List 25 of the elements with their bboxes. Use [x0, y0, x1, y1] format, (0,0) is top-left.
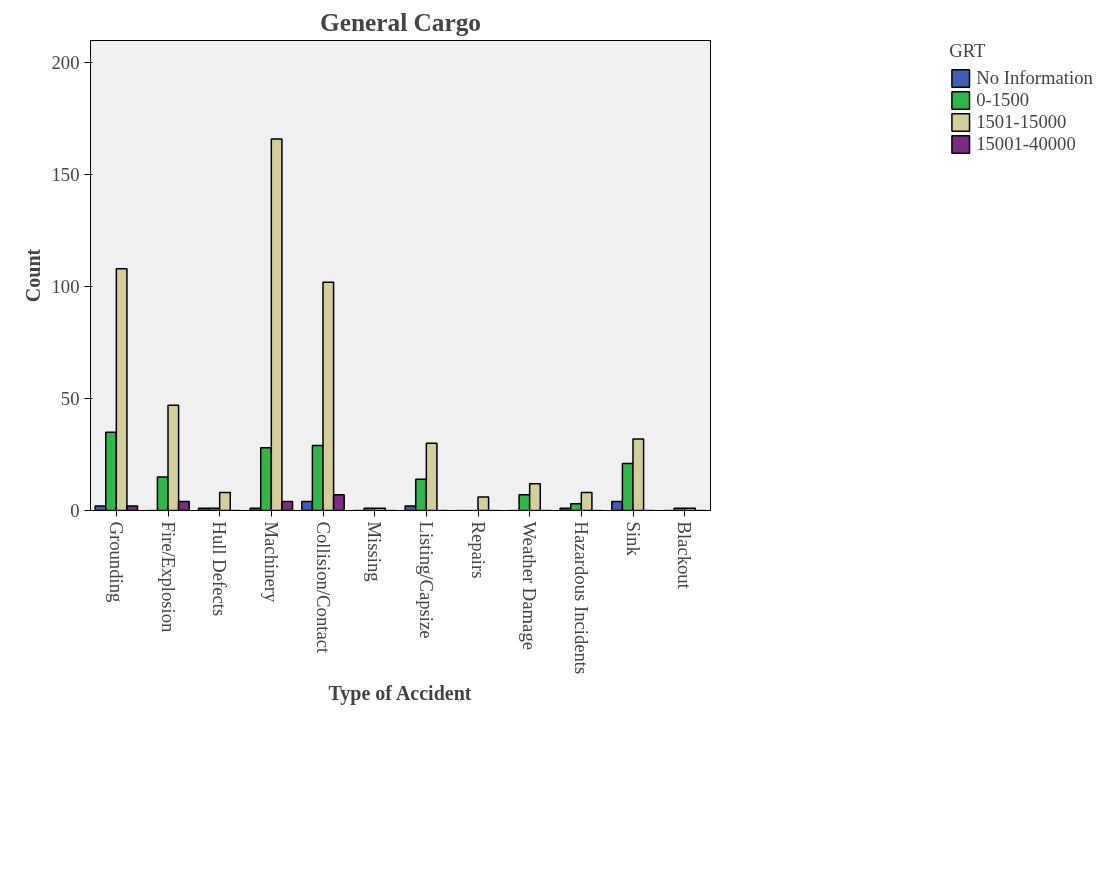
- x-tick-label: Fire/Explosion: [157, 521, 179, 634]
- y-tick-label: 100: [51, 276, 80, 298]
- x-tick-label: Grounding: [105, 521, 127, 603]
- x-tick-label: Repairs: [467, 521, 489, 579]
- x-tick-label: Missing: [364, 521, 386, 582]
- x-tick-label: Machinery: [260, 521, 282, 603]
- legend-label: 0-1500: [976, 89, 1030, 111]
- y-tick-label: 0: [70, 500, 80, 521]
- x-tick-label: Collision/Contact: [312, 521, 334, 654]
- x-tick-label: Hazardous Incidents: [570, 521, 592, 675]
- y-tick-label: 50: [60, 388, 80, 410]
- x-tick-label: Hull Defects: [209, 521, 231, 617]
- x-tick-label: Sink: [622, 521, 644, 557]
- x-axis-title: Type of Accident: [328, 682, 472, 706]
- legend-label: No Information: [976, 67, 1093, 89]
- x-tick-label: Weather Damage: [519, 521, 541, 650]
- x-tick-label: Blackout: [674, 521, 696, 590]
- x-tick-label: Listing/Capsize: [415, 521, 437, 639]
- y-axis-title: Count: [21, 248, 44, 303]
- legend-label: 15001-40000: [976, 133, 1076, 155]
- chart-title: General Cargo: [319, 7, 482, 36]
- legend-label: 1501-15000: [976, 111, 1067, 133]
- legend-title: GRT: [949, 40, 987, 62]
- y-tick-label: 150: [51, 164, 80, 186]
- y-tick-label: 200: [51, 52, 80, 74]
